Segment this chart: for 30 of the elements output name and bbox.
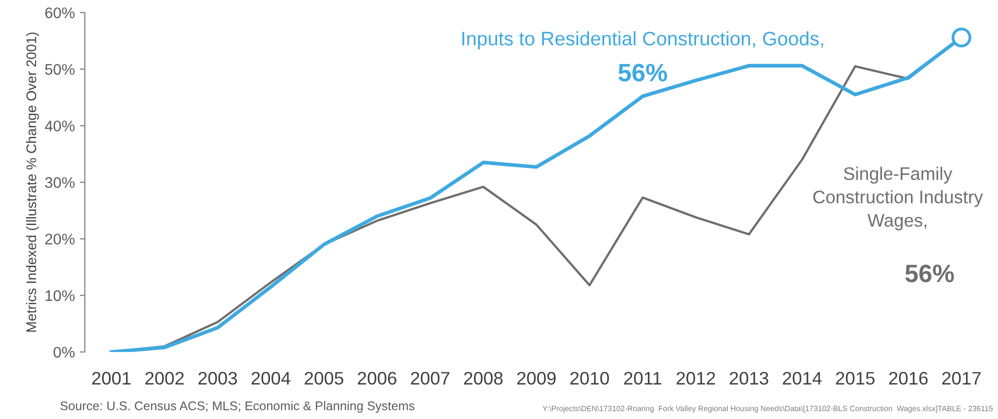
x-tick-label: 2009 — [517, 372, 556, 385]
series-label: Inputs to Residential Construction, Goods, — [462, 31, 824, 50]
y-tick-label: 20% — [45, 234, 75, 245]
x-tick-label: 2002 — [145, 372, 184, 385]
source-note: Source: U.S. Census ACS; MLS; Economic & Planning Systems — [60, 401, 414, 413]
y-tick-label: 0% — [54, 346, 75, 358]
annotation: 56% — [618, 64, 668, 82]
x-tick-label: 2016 — [889, 372, 928, 385]
x-tick-label: 2017 — [942, 372, 981, 385]
y-tick-label: 50% — [45, 64, 75, 75]
x-tick-label: 2008 — [464, 372, 503, 385]
x-tick-label: 2013 — [730, 372, 768, 385]
x-tick-label: 2011 — [624, 372, 662, 385]
x-tick-label: 2001 — [92, 372, 131, 385]
y-tick-label: 40% — [44, 120, 75, 132]
x-tick-label: 2007 — [410, 372, 450, 385]
y-tick-label: 30% — [45, 177, 75, 188]
x-tick-label: 2010 — [570, 372, 609, 385]
x-tick-label: 2005 — [304, 372, 344, 385]
x-tick-label: 2014 — [782, 372, 822, 385]
x-tick-label: 2012 — [676, 372, 715, 385]
x-tick-label: 2003 — [198, 372, 237, 385]
y-axis-title: Metrics Indexed (Illustrate % Change Over 2001) — [26, 32, 39, 332]
x-tick-label: 2015 — [836, 372, 875, 385]
x-tick-label: 2004 — [252, 372, 290, 385]
y-tick-label: 10% — [46, 290, 75, 302]
series-label: Single-Family Construction Industry Wages, — [813, 166, 983, 230]
annotation: 56% — [905, 264, 954, 282]
x-tick-label: 2006 — [358, 372, 396, 385]
y-tick-label: 60% — [45, 7, 75, 18]
